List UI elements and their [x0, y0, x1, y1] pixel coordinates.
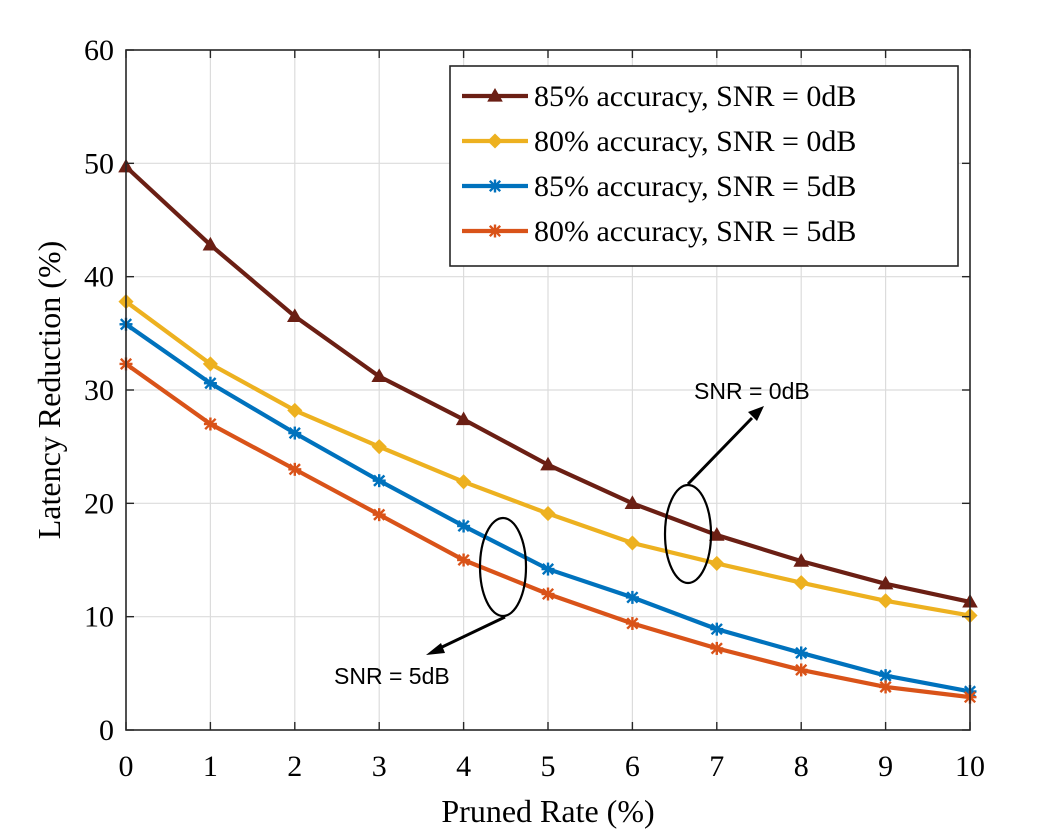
data-point-series-3 [203, 376, 217, 390]
annotation-arrow-snr-0db [686, 416, 754, 486]
x-axis-title: Pruned Rate (%) [441, 793, 654, 829]
data-point-series-2 [287, 402, 303, 418]
data-point-series-3 [541, 562, 555, 576]
legend-label-1: 85% accuracy, SNR = 0dB [534, 80, 856, 113]
y-axis-title: Latency Reduction (%) [31, 241, 67, 540]
series-layer [118, 158, 978, 704]
data-point-series-2 [709, 555, 725, 571]
y-tick-label: 50 [84, 147, 114, 180]
data-point-series-2 [202, 356, 218, 372]
y-tick-label: 40 [84, 261, 114, 294]
data-point-series-1 [793, 553, 809, 567]
data-point-series-4 [625, 616, 639, 630]
data-point-series-1 [624, 495, 641, 509]
data-point-series-2 [793, 575, 809, 591]
data-point-series-2 [371, 439, 387, 455]
legend-marker-2 [487, 133, 503, 149]
data-point-series-2 [878, 593, 894, 609]
y-tick-label: 10 [84, 601, 114, 634]
annotation-ellipse-snr-0db [663, 483, 713, 585]
data-point-series-4 [457, 553, 471, 567]
annotation-text-snr-5db: SNR = 5dB [334, 663, 450, 689]
x-tick-label: 8 [794, 750, 809, 783]
data-point-series-4 [372, 508, 386, 522]
data-point-series-2 [624, 535, 640, 551]
annotation-text-snr-0db: SNR = 0dB [694, 378, 810, 404]
data-point-series-4 [710, 641, 724, 655]
data-point-series-3 [710, 622, 724, 636]
data-point-series-1 [287, 308, 303, 322]
legend-label-4: 80% accuracy, SNR = 5dB [534, 215, 856, 248]
x-tick-label: 0 [119, 750, 134, 783]
legend-box [449, 65, 959, 267]
legend: 85% accuracy, SNR = 0dB 80% accuracy, SNR… [449, 65, 959, 267]
legend-label-3: 85% accuracy, SNR = 5dB [534, 170, 856, 203]
data-point-series-4 [541, 587, 555, 601]
data-point-series-4 [879, 680, 893, 694]
x-tick-label: 3 [372, 750, 387, 783]
x-tick-label: 4 [456, 750, 471, 783]
data-point-series-3 [288, 426, 302, 440]
x-tick-label: 6 [625, 750, 640, 783]
x-tick-label: 2 [287, 750, 302, 783]
data-point-series-4 [288, 462, 302, 476]
data-point-series-1 [455, 411, 472, 426]
y-tick-label: 20 [84, 487, 114, 520]
y-tick-label: 0 [99, 714, 114, 747]
x-tick-label: 9 [878, 750, 893, 783]
x-tick-label: 1 [203, 750, 218, 783]
x-tick-label: 5 [541, 750, 556, 783]
data-point-series-2 [540, 505, 556, 522]
legend-label-2: 80% accuracy, SNR = 0dB [534, 125, 856, 158]
legend-marker-3 [488, 179, 502, 193]
data-point-series-3 [879, 669, 893, 683]
legend-marker-4 [488, 224, 502, 238]
data-point-series-1 [540, 456, 556, 471]
axis-ticks: 0 1 2 3 4 5 6 7 8 9 10 0 10 20 30 40 50 60 [84, 34, 985, 783]
data-point-series-2 [456, 474, 472, 490]
data-point-series-4 [203, 417, 217, 431]
annotations: SNR = 0dB SNR = 5dB [334, 378, 810, 689]
data-point-series-1 [371, 368, 387, 383]
data-point-series-3 [625, 590, 639, 604]
data-point-series-3 [372, 474, 386, 488]
data-point-series-1 [202, 236, 219, 251]
legend-marker-1 [487, 87, 503, 102]
annotation-arrowhead-snr-5db [426, 643, 445, 655]
data-point-series-1 [709, 527, 725, 541]
y-tick-label: 60 [84, 34, 114, 67]
data-point-series-1 [877, 575, 894, 590]
x-tick-label: 10 [955, 750, 985, 783]
data-point-series-4 [794, 663, 808, 677]
x-tick-label: 7 [709, 750, 724, 783]
data-point-series-3 [457, 519, 471, 533]
y-tick-label: 30 [84, 374, 114, 407]
data-point-series-3 [794, 646, 808, 660]
annotation-arrowhead-snr-0db [748, 406, 764, 421]
annotation-ellipse-snr-5db [478, 516, 528, 618]
annotation-arrow-snr-5db [439, 615, 506, 650]
